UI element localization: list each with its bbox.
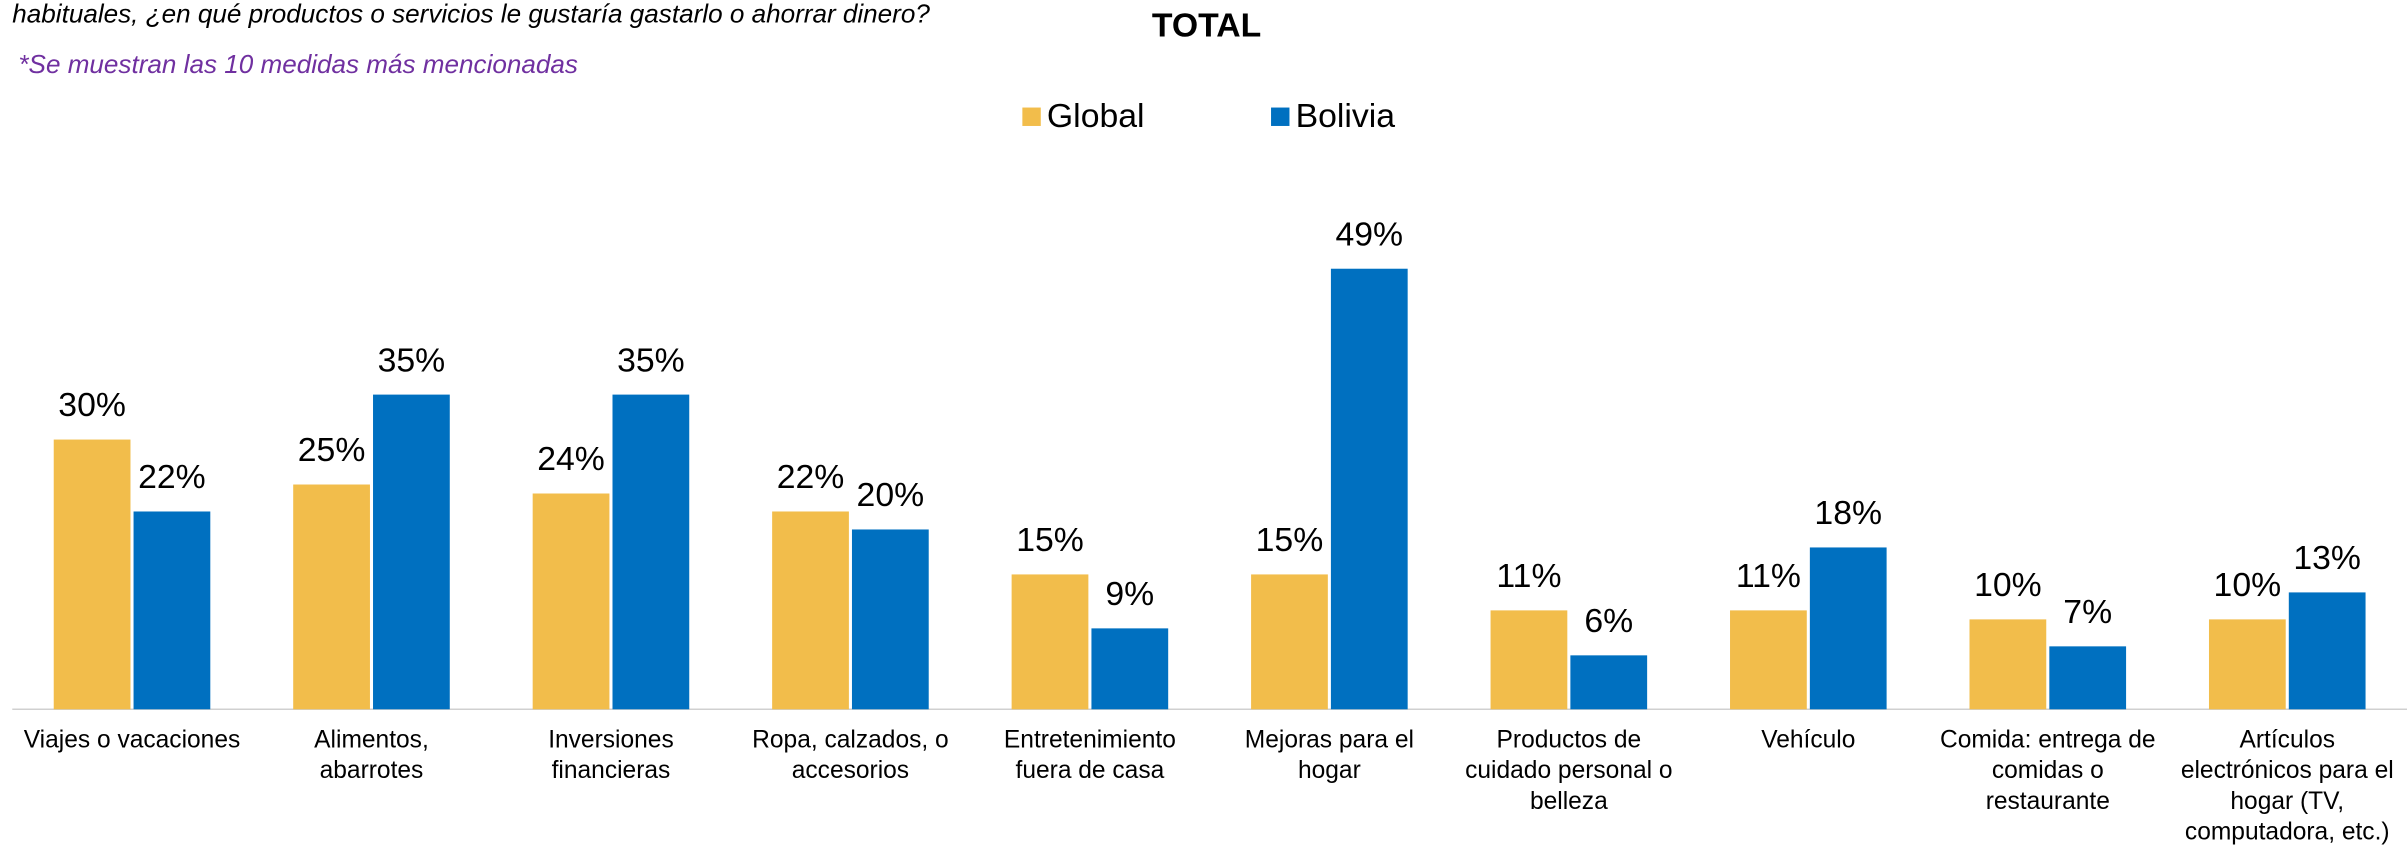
x-tick-label-line: Alimentos,	[314, 727, 429, 754]
data-label: 24%	[537, 440, 605, 478]
bar	[2049, 646, 2127, 710]
x-tick-label-line: accesorios	[792, 758, 909, 785]
x-tick-label: Comida: entrega de comidas o restaurante	[1940, 727, 2156, 815]
x-tick-label-line: comidas o	[1992, 758, 2104, 785]
bar	[293, 484, 370, 710]
bar	[133, 511, 211, 710]
x-tick-label-line: Mejoras para el	[1245, 727, 1414, 754]
data-label: 25%	[298, 431, 366, 469]
x-tick-label-line: Ropa, calzados, o	[752, 727, 949, 754]
legend-label: Global	[1047, 97, 1145, 135]
data-label: 18%	[1814, 494, 1882, 532]
bar	[373, 394, 450, 710]
data-label: 10%	[1974, 566, 2042, 604]
bar	[612, 394, 690, 710]
bar	[532, 493, 610, 710]
data-label: 15%	[1256, 521, 1324, 559]
x-tick-label-line: abarrotes	[320, 758, 424, 785]
x-tick-label-line: restaurante	[1986, 788, 2110, 815]
x-tick-label-line: Productos de	[1497, 727, 1642, 754]
x-tick-label: Ropa, calzados, o accesorios	[752, 727, 949, 785]
x-tick-label-line: hogar	[1298, 758, 1361, 785]
x-tick-label: Artículos electrónicos para el hogar (TV, c…	[2181, 727, 2394, 846]
data-label: 49%	[1335, 215, 1403, 253]
x-tick-label: Alimentos, abarrotes	[314, 727, 429, 785]
x-tick-label-line: Vehículo	[1761, 727, 1855, 754]
data-label: 11%	[1736, 557, 1801, 595]
x-tick-label-line: computadora, etc.)	[2185, 819, 2390, 846]
x-tick-label: Viajes o vacaciones	[24, 727, 241, 754]
x-tick-label-line: fuera de casa	[1016, 758, 1165, 785]
legend-swatch	[1022, 107, 1041, 126]
x-tick-label: Inversiones financieras	[548, 727, 674, 785]
x-tick-label-line: Viajes o vacaciones	[24, 727, 241, 754]
data-label: 35%	[378, 341, 446, 379]
data-label: 9%	[1105, 575, 1154, 613]
bar	[1330, 268, 1408, 710]
x-tick-label-line: hogar (TV,	[2230, 788, 2344, 815]
data-label: 20%	[857, 476, 925, 514]
data-label: 7%	[2063, 593, 2112, 631]
bar	[1809, 547, 1887, 710]
data-label: 10%	[2214, 566, 2282, 604]
bar	[1091, 628, 1169, 710]
data-label: 22%	[777, 458, 845, 496]
x-tick-label: Productos de cuidado personal o belleza	[1465, 727, 1672, 815]
x-tick-label-line: Entretenimiento	[1004, 727, 1176, 754]
bar	[1969, 619, 2047, 710]
bar	[1570, 655, 1648, 710]
x-tick-label: Entretenimiento fuera de casa	[1004, 727, 1176, 785]
chart-subtitle: habituales, ¿en qué productos o servicio…	[12, 0, 930, 28]
x-tick-label-line: electrónicos para el	[2181, 758, 2394, 785]
bar	[2208, 619, 2286, 710]
bar	[1490, 610, 1568, 710]
legend-label: Bolivia	[1296, 97, 1396, 135]
data-label: 30%	[58, 386, 126, 424]
bar	[772, 511, 849, 710]
x-tick-label-line: Artículos	[2240, 727, 2336, 754]
data-label: 6%	[1584, 602, 1633, 640]
x-tick-label-line: belleza	[1530, 788, 1608, 815]
legend-swatch	[1271, 107, 1290, 126]
chart-note: *Se muestran las 10 medidas más menciona…	[18, 49, 578, 79]
x-tick-label-line: cuidado personal o	[1465, 758, 1672, 785]
data-label: 11%	[1496, 557, 1561, 595]
bar	[2288, 592, 2366, 710]
x-tick-label: Mejoras para el hogar	[1245, 727, 1414, 785]
data-label: 35%	[617, 341, 685, 379]
x-tick-label-line: Comida: entrega de	[1940, 727, 2156, 754]
x-tick-label-line: Inversiones	[548, 727, 674, 754]
x-tick-label-line: financieras	[552, 758, 671, 785]
bar	[851, 529, 929, 710]
data-label: 13%	[2293, 539, 2361, 577]
bar	[1011, 574, 1089, 710]
bar	[53, 439, 131, 710]
data-label: 15%	[1016, 521, 1084, 559]
chart-title: TOTAL	[1152, 7, 1261, 45]
bar	[1730, 610, 1807, 710]
x-tick-label: Vehículo	[1761, 727, 1855, 754]
bar	[1251, 574, 1328, 710]
data-label: 22%	[138, 458, 206, 496]
